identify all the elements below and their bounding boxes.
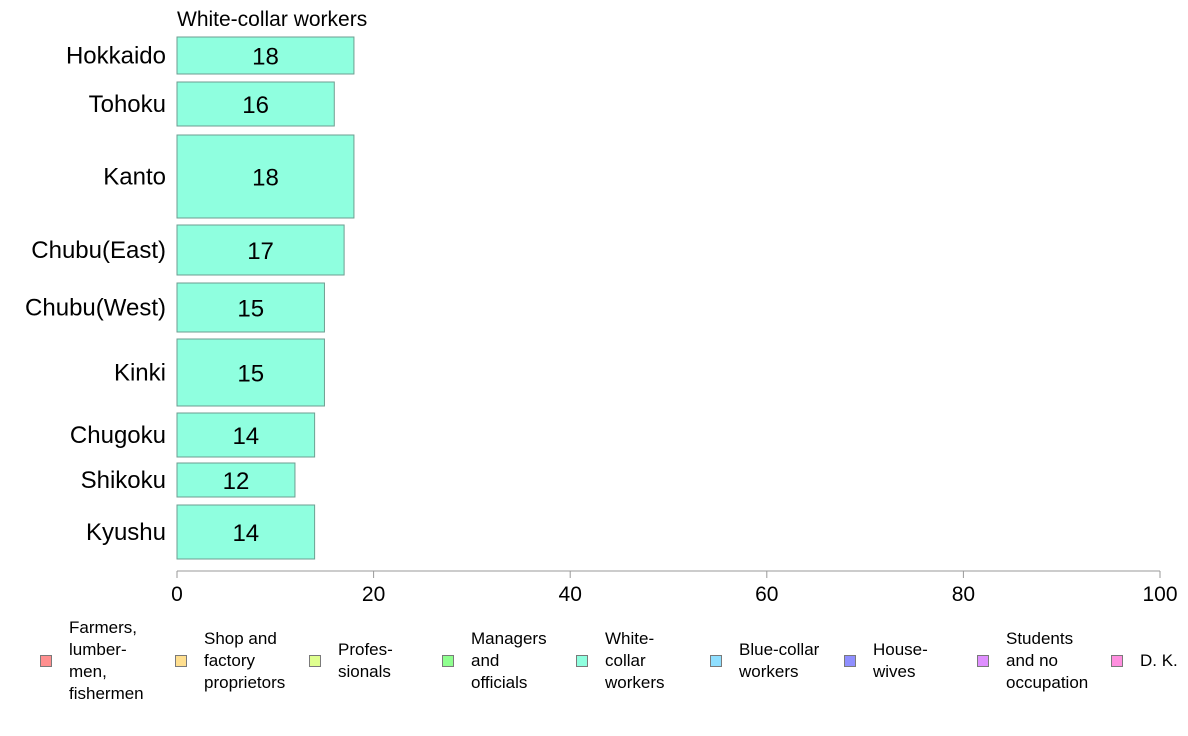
bar xyxy=(176,224,345,276)
data-label: 14 xyxy=(232,423,259,450)
x-tick-label: 40 xyxy=(559,583,582,606)
bar xyxy=(176,81,335,127)
category-label: Kanto xyxy=(103,164,166,191)
legend-item: Farmers, lumber- men, fishermen xyxy=(40,615,144,705)
bars-group: Hokkaido 18 Tohoku 16 Kanto 18 Chubu(East) 17 Ch… xyxy=(25,36,355,560)
legend-swatch xyxy=(977,655,989,667)
legend-label: Shop and factory proprietors xyxy=(204,629,286,692)
legend-swatch xyxy=(1111,655,1123,667)
legend-item: Managers and officials xyxy=(442,615,547,694)
legend-label: Farmers, lumber- men, fishermen xyxy=(69,618,144,703)
legend-swatch xyxy=(442,655,454,667)
data-label: 12 xyxy=(223,468,250,495)
legend-label: D. K. xyxy=(1140,651,1178,670)
legend: Farmers, lumber- men, fishermen Shop and … xyxy=(0,615,1188,735)
legend-item: D. K. xyxy=(1111,615,1178,672)
category-label: Tohoku xyxy=(89,91,166,118)
category-label: Hokkaido xyxy=(66,43,166,70)
legend-item: Students and no occupation xyxy=(977,615,1088,694)
data-label: 15 xyxy=(237,296,264,323)
data-label: 17 xyxy=(247,238,274,265)
legend-item: White- collar workers xyxy=(576,615,665,694)
legend-label: Students and no occupation xyxy=(1006,629,1089,692)
chart-title: White-collar workers xyxy=(177,8,367,31)
legend-swatch xyxy=(40,655,52,667)
bar xyxy=(176,412,316,458)
data-label: 18 xyxy=(252,44,279,71)
category-label: Chubu(East) xyxy=(31,237,166,264)
legend-item: House- wives xyxy=(844,615,928,683)
category-label: Chubu(West) xyxy=(25,295,166,322)
category-label: Chugoku xyxy=(70,422,166,449)
bar xyxy=(176,338,325,407)
bar-chart: White-collar workers Hokkaido 18 Tohoku 16 K… xyxy=(25,8,1178,606)
legend-swatch xyxy=(175,655,187,667)
bar xyxy=(176,282,325,333)
legend-label: Profes- sionals xyxy=(338,640,393,681)
legend-label: Managers and officials xyxy=(471,629,547,692)
legend-label: Blue-collar workers xyxy=(739,640,820,681)
bar xyxy=(176,134,355,219)
legend-swatch xyxy=(309,655,321,667)
legend-label: White- collar workers xyxy=(605,629,665,692)
x-tick-label: 60 xyxy=(755,583,778,606)
bar xyxy=(176,462,296,498)
bar xyxy=(176,504,316,560)
legend-label: House- wives xyxy=(873,640,928,681)
data-label: 15 xyxy=(237,361,264,388)
legend-swatch xyxy=(844,655,856,667)
legend-swatch xyxy=(576,655,588,667)
data-label: 16 xyxy=(242,92,269,119)
bar xyxy=(176,36,355,75)
category-label: Kinki xyxy=(114,360,166,387)
x-tick-label: 100 xyxy=(1142,583,1177,606)
x-tick-label: 0 xyxy=(171,583,183,606)
data-label: 14 xyxy=(232,520,259,547)
category-label: Shikoku xyxy=(81,467,166,494)
legend-swatch xyxy=(710,655,722,667)
x-tick-label: 80 xyxy=(952,583,975,606)
legend-item: Shop and factory proprietors xyxy=(175,615,285,694)
x-axis: 0 20 40 60 80 100 xyxy=(171,570,1178,606)
category-label: Kyushu xyxy=(86,519,166,546)
x-tick-label: 20 xyxy=(362,583,385,606)
legend-item: Blue-collar workers xyxy=(710,615,819,683)
data-label: 18 xyxy=(252,165,279,192)
legend-item: Profes- sionals xyxy=(309,615,393,683)
